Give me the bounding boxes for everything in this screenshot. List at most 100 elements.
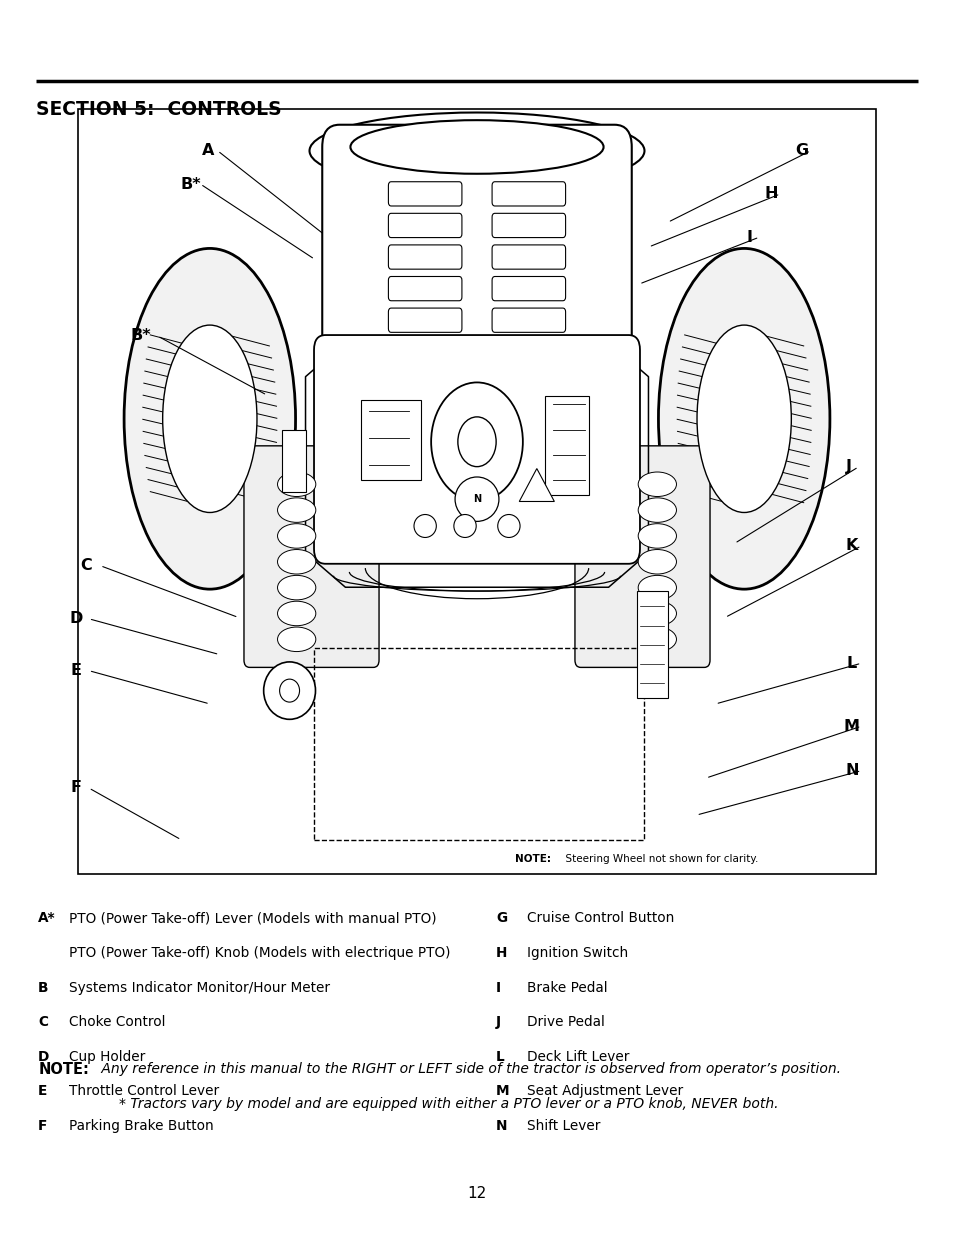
Ellipse shape bbox=[638, 627, 676, 652]
Text: D: D bbox=[38, 1050, 50, 1063]
Text: G: G bbox=[794, 143, 807, 158]
Text: K: K bbox=[845, 538, 857, 553]
Text: H: H bbox=[763, 186, 777, 201]
Text: Cup Holder: Cup Holder bbox=[69, 1050, 145, 1063]
Text: Drive Pedal: Drive Pedal bbox=[526, 1015, 604, 1029]
Text: Shift Lever: Shift Lever bbox=[526, 1119, 599, 1132]
Ellipse shape bbox=[414, 515, 436, 537]
Ellipse shape bbox=[277, 472, 315, 496]
FancyBboxPatch shape bbox=[492, 403, 565, 427]
Ellipse shape bbox=[638, 498, 676, 522]
Text: J: J bbox=[496, 1015, 500, 1029]
Text: F: F bbox=[71, 781, 82, 795]
FancyBboxPatch shape bbox=[388, 308, 461, 332]
Ellipse shape bbox=[658, 248, 829, 589]
FancyBboxPatch shape bbox=[492, 372, 565, 395]
Text: Systems Indicator Monitor/Hour Meter: Systems Indicator Monitor/Hour Meter bbox=[69, 981, 330, 994]
Text: F: F bbox=[38, 1119, 48, 1132]
Ellipse shape bbox=[638, 601, 676, 626]
Text: PTO (Power Take-off) Lever (Models with manual PTO): PTO (Power Take-off) Lever (Models with … bbox=[69, 911, 436, 925]
Text: PTO (Power Take-off) Knob (Models with electrique PTO): PTO (Power Take-off) Knob (Models with e… bbox=[69, 946, 450, 960]
Bar bbox=[78, 109, 875, 874]
FancyBboxPatch shape bbox=[388, 340, 461, 364]
Text: C: C bbox=[38, 1015, 48, 1029]
Ellipse shape bbox=[455, 477, 498, 521]
Ellipse shape bbox=[277, 601, 315, 626]
Text: Deck Lift Lever: Deck Lift Lever bbox=[526, 1050, 628, 1063]
Ellipse shape bbox=[279, 679, 299, 701]
Text: Cruise Control Button: Cruise Control Button bbox=[526, 911, 673, 925]
Text: M: M bbox=[496, 1084, 509, 1098]
Text: L: L bbox=[496, 1050, 504, 1063]
Ellipse shape bbox=[124, 248, 295, 589]
Ellipse shape bbox=[277, 550, 315, 574]
Polygon shape bbox=[518, 468, 554, 501]
Text: I: I bbox=[496, 981, 500, 994]
FancyBboxPatch shape bbox=[575, 446, 709, 667]
Text: A: A bbox=[202, 143, 213, 158]
Text: Ignition Switch: Ignition Switch bbox=[526, 946, 627, 960]
Ellipse shape bbox=[277, 498, 315, 522]
Text: N: N bbox=[496, 1119, 507, 1132]
FancyBboxPatch shape bbox=[492, 182, 565, 206]
FancyBboxPatch shape bbox=[492, 245, 565, 269]
Text: G: G bbox=[496, 911, 507, 925]
FancyBboxPatch shape bbox=[388, 372, 461, 395]
Ellipse shape bbox=[638, 576, 676, 600]
Text: Any reference in this manual to the RIGHT or LEFT side of the tractor is observe: Any reference in this manual to the RIGH… bbox=[97, 1062, 841, 1076]
FancyBboxPatch shape bbox=[492, 214, 565, 237]
Ellipse shape bbox=[457, 417, 496, 467]
Ellipse shape bbox=[163, 325, 256, 513]
Text: NOTE:: NOTE: bbox=[515, 855, 551, 864]
Text: NOTE:: NOTE: bbox=[38, 1062, 89, 1077]
FancyBboxPatch shape bbox=[492, 277, 565, 301]
FancyBboxPatch shape bbox=[388, 245, 461, 269]
Text: E: E bbox=[71, 663, 82, 678]
FancyBboxPatch shape bbox=[388, 403, 461, 427]
Ellipse shape bbox=[454, 515, 476, 537]
Ellipse shape bbox=[697, 325, 790, 513]
Text: D: D bbox=[70, 611, 83, 626]
Text: I: I bbox=[746, 230, 752, 245]
Ellipse shape bbox=[638, 472, 676, 496]
FancyBboxPatch shape bbox=[492, 308, 565, 332]
Bar bbox=[636, 592, 668, 698]
Text: B*: B* bbox=[180, 177, 201, 191]
FancyBboxPatch shape bbox=[244, 446, 378, 667]
Text: J: J bbox=[845, 459, 851, 474]
FancyBboxPatch shape bbox=[322, 125, 631, 461]
Ellipse shape bbox=[277, 576, 315, 600]
Text: SECTION 5:  CONTROLS: SECTION 5: CONTROLS bbox=[36, 100, 281, 119]
Ellipse shape bbox=[638, 524, 676, 548]
FancyBboxPatch shape bbox=[314, 335, 639, 563]
FancyBboxPatch shape bbox=[388, 214, 461, 237]
Text: * Tractors vary by model and are equipped with either a PTO lever or a PTO knob,: * Tractors vary by model and are equippe… bbox=[119, 1097, 778, 1110]
Text: Seat Adjustment Lever: Seat Adjustment Lever bbox=[526, 1084, 682, 1098]
Text: Parking Brake Button: Parking Brake Button bbox=[69, 1119, 213, 1132]
Text: E: E bbox=[38, 1084, 48, 1098]
Text: M: M bbox=[843, 719, 859, 734]
Text: N: N bbox=[844, 763, 858, 778]
Text: L: L bbox=[846, 656, 856, 671]
Ellipse shape bbox=[431, 383, 522, 501]
Ellipse shape bbox=[277, 627, 315, 652]
Text: N: N bbox=[473, 494, 480, 504]
Ellipse shape bbox=[277, 524, 315, 548]
Bar bbox=[314, 648, 644, 840]
Text: B: B bbox=[38, 981, 49, 994]
Text: H: H bbox=[496, 946, 507, 960]
Ellipse shape bbox=[309, 112, 644, 189]
Bar bbox=[544, 395, 588, 495]
Text: Steering Wheel not shown for clarity.: Steering Wheel not shown for clarity. bbox=[558, 855, 758, 864]
Text: A*: A* bbox=[38, 911, 55, 925]
Text: Throttle Control Lever: Throttle Control Lever bbox=[69, 1084, 218, 1098]
Text: 12: 12 bbox=[467, 1186, 486, 1200]
Ellipse shape bbox=[638, 550, 676, 574]
Text: B*: B* bbox=[131, 329, 152, 343]
Ellipse shape bbox=[350, 120, 603, 174]
Ellipse shape bbox=[497, 515, 519, 537]
Text: C: C bbox=[80, 558, 91, 573]
FancyBboxPatch shape bbox=[388, 182, 461, 206]
Text: Brake Pedal: Brake Pedal bbox=[526, 981, 607, 994]
Ellipse shape bbox=[263, 662, 315, 719]
